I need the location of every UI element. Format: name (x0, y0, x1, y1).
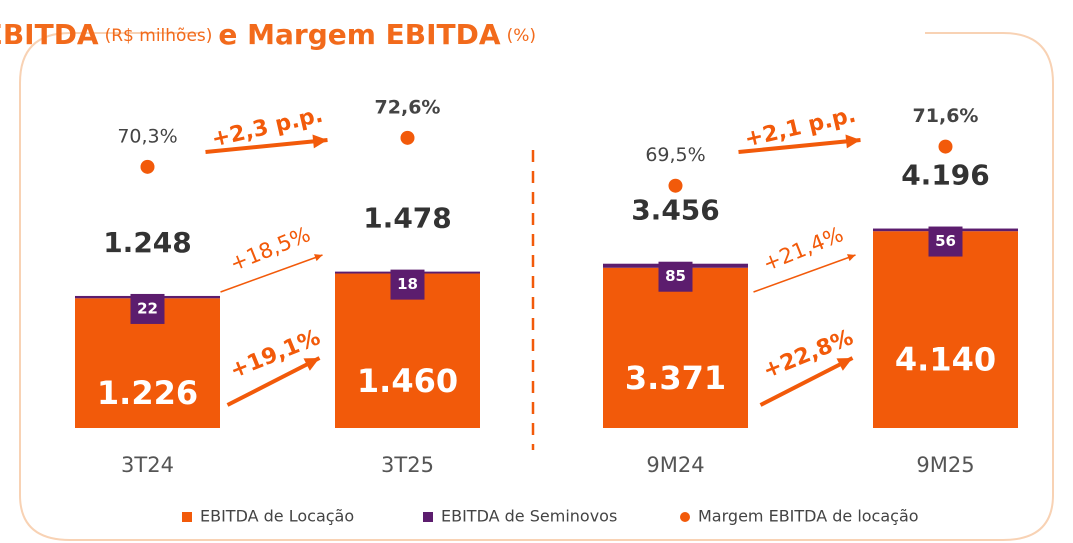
legend-label: Margem EBITDA de locação (698, 507, 919, 526)
arrow (205, 134, 328, 154)
arrow-shaft (759, 356, 854, 407)
margin-dot (400, 130, 415, 145)
segment-label: 18 (397, 275, 418, 293)
x-tick-label: 3T25 (381, 453, 434, 477)
legend-swatch (182, 512, 192, 522)
title-part: e Margem EBITDA (218, 18, 500, 51)
total-label: 4.196 (901, 159, 990, 192)
growth-annotation: +19,1% (227, 325, 324, 384)
margin-dot (938, 139, 953, 154)
bar-value-label: 1.226 (97, 374, 198, 412)
segment-label-box (658, 261, 693, 292)
arrow-head (845, 134, 861, 149)
arrow (738, 134, 861, 154)
arrow (753, 254, 856, 293)
bar-value-label: 3.371 (625, 359, 726, 397)
total-label: 1.248 (103, 226, 192, 259)
legend-label: EBITDA de Locação (200, 507, 354, 526)
growth-annotation: +18,5% (227, 222, 314, 276)
margin-label: 70,3% (117, 125, 177, 147)
legend-label: EBITDA de Seminovos (441, 507, 617, 526)
x-tick-label: 9M24 (646, 453, 704, 477)
arrow-shaft (226, 356, 321, 407)
title-part: (R$ milhões) (105, 26, 213, 46)
legend-swatch (423, 512, 433, 522)
segment-label-box (390, 269, 425, 300)
arrow-head (847, 254, 856, 262)
arrow-head (314, 254, 323, 262)
margin-dot (668, 178, 683, 193)
segment-label: 56 (935, 232, 956, 250)
growth-annotation: +22,8% (760, 325, 857, 384)
x-tick-label: 3T24 (121, 453, 174, 477)
arrow-shaft (753, 254, 856, 293)
total-label: 3.456 (631, 194, 720, 227)
segment-label-box (130, 293, 165, 324)
x-tick-label: 9M25 (916, 453, 974, 477)
segment-label-box (928, 226, 963, 257)
bar-value-label: 1.460 (357, 362, 458, 400)
arrow-head (303, 358, 320, 371)
frame (19, 32, 1054, 541)
margin-label: 72,6% (375, 96, 441, 118)
segment-label: 22 (137, 299, 158, 317)
title-part: EBITDA (0, 18, 99, 51)
arrow (759, 356, 854, 407)
segment-label: 85 (665, 267, 686, 285)
bar-segment (603, 267, 748, 428)
arrow-shaft (205, 138, 328, 154)
title-part: (%) (507, 26, 536, 46)
arrow-head (836, 358, 853, 371)
arrow (226, 356, 321, 407)
bar-value-label: 4.140 (895, 341, 996, 379)
growth-annotation: +21,4% (760, 222, 847, 276)
arrow-head (312, 134, 328, 149)
chart-title: EBITDA (R$ milhões)e Margem EBITDA (%) (0, 18, 536, 51)
margin-label: 69,5% (645, 144, 705, 166)
total-label: 1.478 (363, 202, 452, 235)
margin-label: 71,6% (913, 105, 979, 127)
margin-dot (140, 159, 155, 174)
arrow-shaft (220, 254, 323, 293)
legend-swatch (680, 512, 690, 522)
arrow-shaft (738, 138, 861, 154)
bar-segment (873, 231, 1018, 428)
arrow (220, 254, 323, 293)
